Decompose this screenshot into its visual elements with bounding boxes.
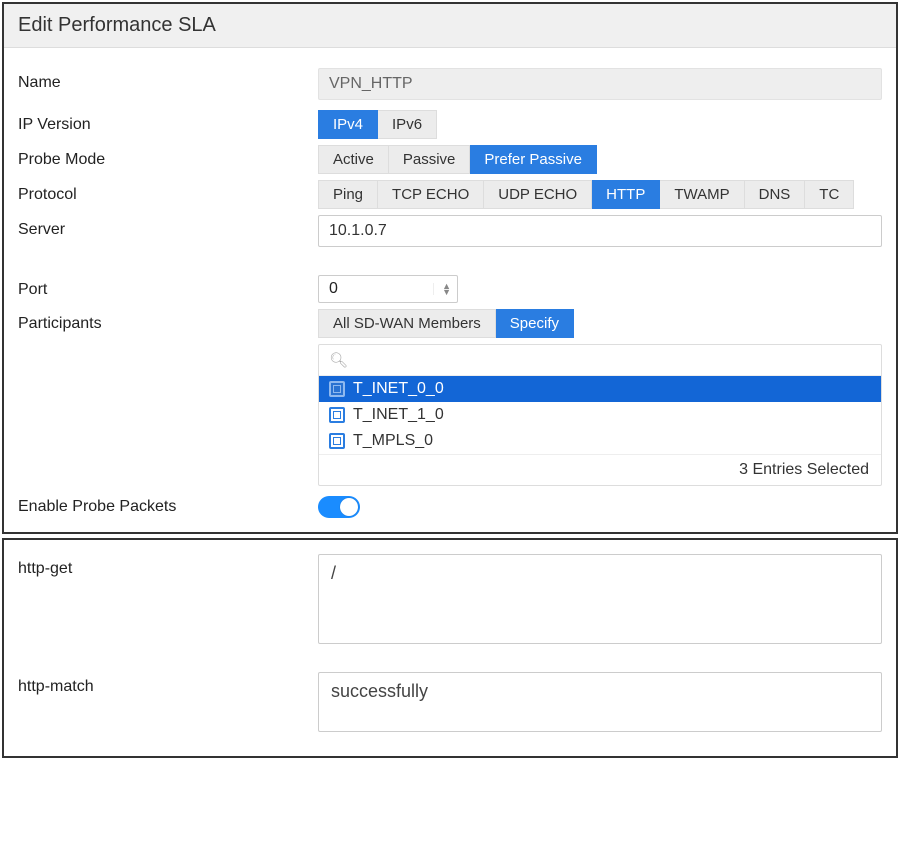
protocol-dns[interactable]: DNS	[745, 180, 806, 209]
label-http-match: http-match	[18, 672, 318, 696]
edit-sla-panel: Edit Performance SLA Name IP Version IPv…	[2, 2, 898, 534]
protocol-twamp[interactable]: TWAMP	[660, 180, 744, 209]
participants-item-1[interactable]: T_INET_1_0	[319, 402, 881, 428]
enable-probe-toggle[interactable]	[318, 496, 360, 518]
participants-mode-specify[interactable]: Specify	[496, 309, 574, 338]
protocol-group: Ping TCP ECHO UDP ECHO HTTP TWAMP DNS TC	[318, 180, 882, 209]
row-participants: Participants All SD-WAN Members Specify …	[18, 309, 882, 486]
label-http-get: http-get	[18, 554, 318, 578]
panel-body: Name IP Version IPv4 IPv6 Probe Mode Act…	[4, 48, 896, 532]
port-stepper[interactable]: 0 ▲ ▼	[318, 275, 458, 303]
name-input[interactable]	[318, 68, 882, 100]
participants-item-0[interactable]: T_INET_0_0	[319, 376, 881, 402]
port-spin-buttons[interactable]: ▲ ▼	[433, 283, 451, 295]
row-http-match: http-match	[18, 672, 882, 736]
protocol-ping[interactable]: Ping	[318, 180, 378, 209]
label-ip-version: IP Version	[18, 110, 318, 134]
participants-item-2-label: T_MPLS_0	[353, 432, 433, 450]
row-ip-version: IP Version IPv4 IPv6	[18, 110, 882, 139]
http-get-input[interactable]	[318, 554, 882, 644]
participants-item-0-label: T_INET_0_0	[353, 380, 444, 398]
label-port: Port	[18, 275, 318, 299]
row-server: Server	[18, 215, 882, 247]
probe-mode-group: Active Passive Prefer Passive	[318, 145, 882, 174]
port-value: 0	[329, 280, 338, 298]
label-probe-mode: Probe Mode	[18, 145, 318, 169]
protocol-tc[interactable]: TC	[805, 180, 854, 209]
panel-title: Edit Performance SLA	[4, 4, 896, 48]
probe-mode-passive[interactable]: Passive	[389, 145, 471, 174]
participants-item-2[interactable]: T_MPLS_0	[319, 428, 881, 454]
protocol-tcp-echo[interactable]: TCP ECHO	[378, 180, 484, 209]
http-match-input[interactable]	[318, 672, 882, 732]
label-server: Server	[18, 215, 318, 239]
participants-search[interactable]: 🔍︎	[319, 345, 881, 376]
chevron-down-icon[interactable]: ▼	[442, 289, 451, 295]
probe-mode-active[interactable]: Active	[318, 145, 389, 174]
row-probe-mode: Probe Mode Active Passive Prefer Passive	[18, 145, 882, 174]
participants-mode-all[interactable]: All SD-WAN Members	[318, 309, 496, 338]
label-name: Name	[18, 68, 318, 92]
row-protocol: Protocol Ping TCP ECHO UDP ECHO HTTP TWA…	[18, 180, 882, 209]
http-panel: http-get http-match	[2, 538, 898, 758]
participants-mode-group: All SD-WAN Members Specify	[318, 309, 882, 338]
protocol-udp-echo[interactable]: UDP ECHO	[484, 180, 592, 209]
interface-icon	[329, 407, 345, 423]
row-name: Name	[18, 68, 882, 100]
ip-version-group: IPv4 IPv6	[318, 110, 882, 139]
participants-item-1-label: T_INET_1_0	[353, 406, 444, 424]
row-http-get: http-get	[18, 554, 882, 648]
ip-version-ipv6[interactable]: IPv6	[378, 110, 437, 139]
participants-footer: 3 Entries Selected	[319, 454, 881, 485]
label-enable-probe: Enable Probe Packets	[18, 498, 318, 516]
server-input[interactable]	[318, 215, 882, 247]
row-enable-probe: Enable Probe Packets	[18, 496, 882, 518]
label-participants: Participants	[18, 309, 318, 333]
row-port: Port 0 ▲ ▼	[18, 275, 882, 303]
ip-version-ipv4[interactable]: IPv4	[318, 110, 378, 139]
search-icon: 🔍︎	[329, 352, 348, 369]
participants-listbox: 🔍︎ T_INET_0_0 T_INET_1_0 T_MPLS_0 3 E	[318, 344, 882, 486]
probe-mode-prefer-passive[interactable]: Prefer Passive	[470, 145, 597, 174]
label-protocol: Protocol	[18, 180, 318, 204]
interface-icon	[329, 433, 345, 449]
interface-icon	[329, 381, 345, 397]
protocol-http[interactable]: HTTP	[592, 180, 660, 209]
